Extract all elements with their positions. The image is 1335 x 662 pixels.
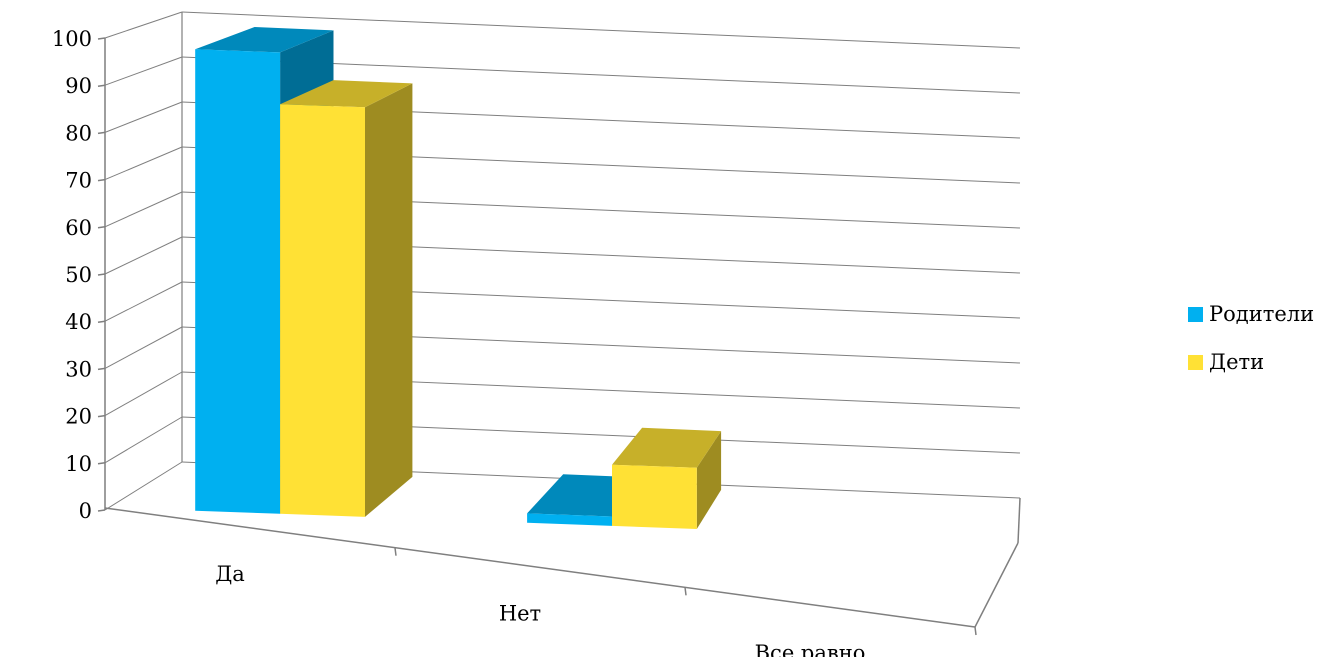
legend-swatch-series-1 [1188, 354, 1203, 370]
floor-right-edge [1017, 497, 1021, 544]
floor-right-side [974, 542, 1019, 628]
y-tick-2 [97, 414, 106, 418]
x-tick-2 [684, 587, 687, 596]
y-tick-label-1: 10 [65, 452, 92, 476]
x-tick-label-0: Да [215, 562, 245, 586]
gridline-side-10 [104, 11, 183, 39]
legend: Родители Дети [1188, 300, 1314, 396]
legend-item-series-0: Родители [1188, 300, 1314, 328]
axes [97, 12, 1021, 636]
gridline-side-2 [104, 371, 183, 417]
x-tick-label-1: Нет [499, 602, 541, 626]
gridline-side-8 [104, 101, 183, 133]
gridline-side-0 [104, 461, 183, 511]
gridline-back-10 [181, 11, 1021, 49]
y-tick-7 [97, 178, 106, 182]
gridline-side-1 [104, 416, 183, 464]
y-tick-label-5: 50 [65, 263, 92, 287]
y-tick-label-2: 20 [65, 405, 92, 429]
gridline-side-7 [104, 146, 183, 181]
y-tick-label-9: 90 [65, 74, 92, 98]
gridline-side-6 [104, 191, 183, 228]
gridline-side-3 [104, 326, 183, 369]
bar-side-s1-c1 [696, 431, 722, 529]
bar-side-s1-c0 [365, 83, 413, 517]
y-tick-4 [97, 320, 106, 323]
y-tick-label-4: 40 [65, 310, 92, 334]
y-tick-label-10: 100 [52, 27, 92, 51]
y-tick-label-3: 30 [65, 357, 92, 381]
legend-swatch-series-0 [1188, 306, 1203, 322]
y-tick-label-8: 80 [65, 121, 92, 145]
y-tick-6 [97, 226, 106, 229]
bars [195, 27, 722, 529]
y-tick-1 [97, 462, 106, 465]
legend-label-series-0: Родители [1209, 302, 1315, 326]
axis-labels: 0 10 20 30 40 50 60 70 80 90 100 Да Нет Все равно [52, 27, 866, 662]
y-tick-0 [97, 509, 106, 512]
y-tick-label-0: 0 [79, 499, 92, 523]
y-tick-9 [97, 84, 106, 87]
bar-top-s0-c0 [195, 27, 334, 53]
bar-top-s1-c1 [612, 427, 722, 468]
legend-item-series-1: Дети [1188, 348, 1314, 376]
gridline-side-9 [104, 56, 183, 86]
x-tick-1 [394, 547, 397, 556]
x-axis-line [104, 507, 976, 628]
bar-front-s1-c1 [612, 464, 697, 529]
x-tick-3 [974, 626, 977, 636]
y-tick-label-6: 60 [65, 216, 92, 240]
gridline-side-5 [104, 236, 183, 275]
y-tick-8 [97, 131, 106, 135]
y-tick-label-7: 70 [65, 169, 92, 193]
legend-label-series-1: Дети [1209, 350, 1265, 374]
bar-front-s0-c0 [195, 49, 281, 514]
y-tick-3 [97, 367, 106, 371]
bar-front-s0-c1 [527, 513, 612, 526]
y-tick-5 [97, 273, 106, 276]
bar-top-s1-c0 [280, 80, 413, 108]
y-tick-10 [97, 37, 106, 40]
gridline-side-4 [104, 281, 183, 322]
bar-front-s1-c0 [280, 104, 365, 517]
x-tick-label-2: Все равно [755, 641, 866, 657]
